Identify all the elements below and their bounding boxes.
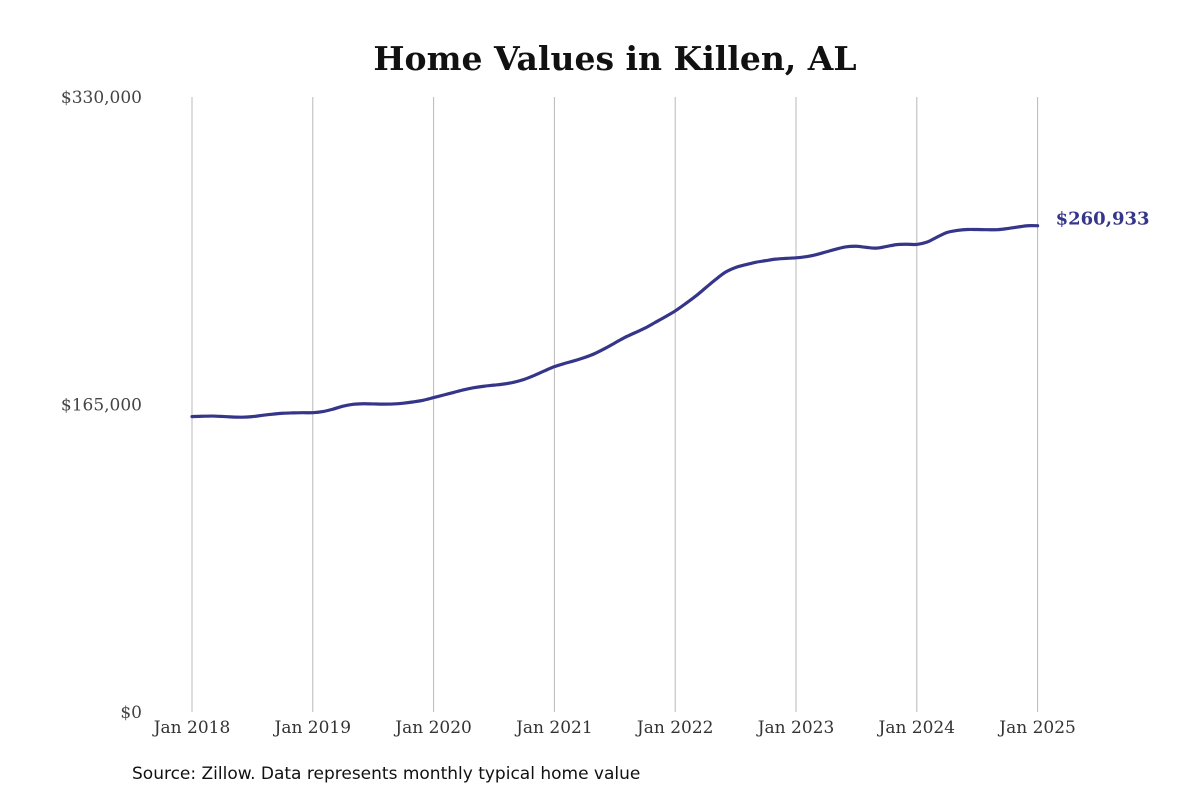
series-line-0 — [190, 224, 1040, 419]
x-tick-label: Jan 2019 — [273, 718, 352, 738]
x-tick-label: Jan 2021 — [514, 718, 593, 738]
x-tick-label: Jan 2018 — [152, 718, 231, 738]
series-layer: $260,933 — [190, 209, 1150, 419]
x-tick-label: Jan 2023 — [756, 718, 835, 738]
end-value-label: $260,933 — [1056, 209, 1150, 230]
x-tick-label: Jan 2020 — [393, 718, 472, 738]
chart-title: Home Values in Killen, AL — [373, 39, 856, 78]
y-axis-ticks: $0 $165,000 $330,000 — [61, 88, 142, 723]
x-axis-ticks: Jan 2018 Jan 2019 Jan 2020 Jan 2021 Jan 2022… — [152, 718, 1076, 738]
y-tick-label: $165,000 — [61, 396, 142, 416]
gridlines — [191, 97, 1039, 712]
x-tick-label: Jan 2024 — [877, 718, 956, 738]
x-tick-label: Jan 2025 — [997, 718, 1076, 738]
source-note: Source: Zillow. Data represents monthly … — [132, 764, 641, 784]
x-tick-label: Jan 2022 — [635, 718, 714, 738]
y-tick-label: $0 — [120, 703, 142, 723]
y-tick-label: $330,000 — [61, 88, 142, 108]
